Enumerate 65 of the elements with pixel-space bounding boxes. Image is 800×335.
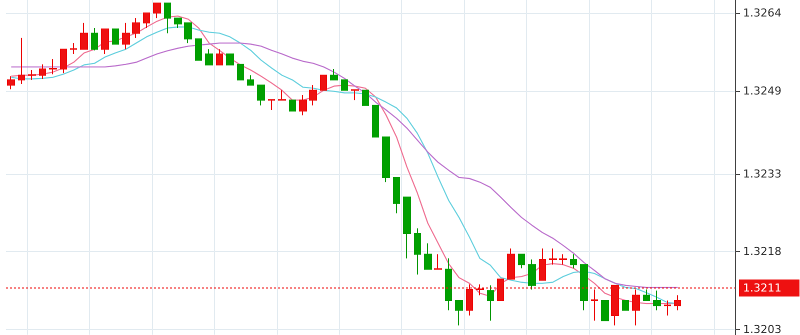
candlestick xyxy=(184,22,192,44)
candlestick xyxy=(601,300,609,322)
candlestick xyxy=(112,28,119,45)
candlestick xyxy=(49,58,57,75)
candlestick xyxy=(664,300,671,316)
candlestick xyxy=(309,84,317,106)
candlestick xyxy=(362,90,369,106)
candlestick xyxy=(60,48,67,74)
y-tick-label: 1.3264 xyxy=(743,6,782,20)
candlestick xyxy=(539,248,546,281)
candlestick xyxy=(216,48,223,66)
candlestick xyxy=(39,64,46,80)
candlestick xyxy=(455,300,463,326)
candlestick xyxy=(487,284,494,322)
candlestick xyxy=(132,18,140,38)
candlestick xyxy=(174,18,182,29)
candlestick xyxy=(528,258,536,290)
candlestick xyxy=(393,176,400,214)
candlestick xyxy=(580,264,588,311)
candlestick xyxy=(643,289,650,301)
candlestick xyxy=(122,22,130,50)
candlestick xyxy=(424,242,432,270)
y-tick-label: 1.3249 xyxy=(743,84,782,98)
candlestick xyxy=(445,258,452,311)
candlestick xyxy=(372,104,379,138)
y-tick-label: 1.3233 xyxy=(743,167,782,180)
candlestick xyxy=(414,228,421,275)
candlestick xyxy=(674,294,681,311)
candlestick xyxy=(341,79,348,91)
candlestick xyxy=(153,2,161,19)
candlestick xyxy=(330,68,338,80)
candlestick xyxy=(382,136,390,183)
candlestick xyxy=(247,74,254,86)
candlestick xyxy=(268,99,275,111)
candlestick xyxy=(226,53,234,66)
candlestick xyxy=(434,254,442,270)
candlestick xyxy=(289,100,296,112)
candlestick xyxy=(320,74,327,91)
candlestick xyxy=(518,254,525,269)
candlestick xyxy=(7,76,15,90)
candlestick xyxy=(622,300,629,311)
candlestick xyxy=(299,94,307,116)
candlestick xyxy=(28,70,36,80)
candlestick xyxy=(205,48,213,66)
y-tick-label: 1.3203 xyxy=(743,323,782,335)
candlestick xyxy=(559,254,567,266)
candlestick xyxy=(80,22,88,50)
ref-line-label: 1.3211 xyxy=(743,281,782,294)
candlestick xyxy=(143,12,150,29)
candlestick xyxy=(507,248,515,280)
candlestick xyxy=(195,38,202,61)
candlestick xyxy=(101,28,109,54)
candlestick xyxy=(237,64,244,80)
y-tick-label: 1.3218 xyxy=(743,245,782,258)
candlestick xyxy=(164,2,171,34)
candlestick xyxy=(653,290,661,311)
candlestick xyxy=(549,248,557,266)
candlestick xyxy=(257,84,265,106)
candlestick xyxy=(570,254,577,269)
candlestick xyxy=(91,28,98,51)
candlestick xyxy=(278,90,286,101)
candlestick xyxy=(403,196,411,259)
candlestick xyxy=(70,42,77,54)
candlestick xyxy=(351,89,359,101)
candlestick xyxy=(18,37,25,85)
